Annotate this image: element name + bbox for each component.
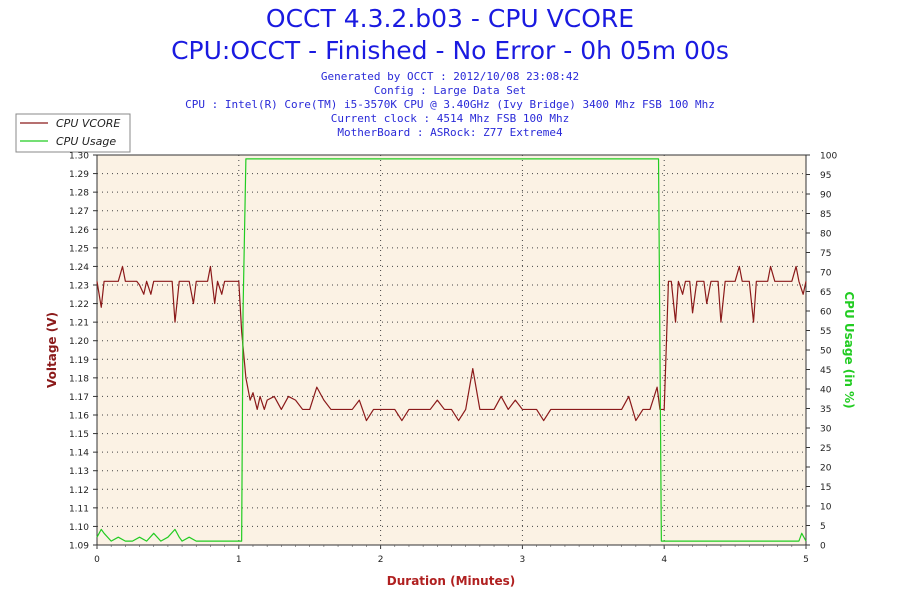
y2-tick-label: 45 [820,366,831,376]
info-generated: Generated by OCCT : 2012/10/08 23:08:42 [320,70,580,83]
y-tick-label: 1.24 [69,263,89,273]
x-axis-label: Duration (Minutes) [387,574,515,588]
y-tick-label: 1.14 [69,449,89,459]
y2-tick-label: 50 [820,347,832,357]
x-tick-label: 0 [94,555,100,565]
y2-tick-label: 60 [820,308,832,318]
y-tick-label: 1.25 [69,244,89,254]
x-tick-label: 1 [236,555,242,565]
y-tick-label: 1.20 [69,337,89,347]
plot-area [96,154,807,546]
y2-tick-label: 65 [820,288,831,298]
y2-tick-label: 15 [820,483,831,493]
y2-tick-label: 30 [820,425,832,435]
series-usage-line [96,158,807,542]
chart-title: OCCT 4.3.2.b03 - CPU VCORE [265,4,635,33]
y2-tick-label: 20 [820,464,832,474]
y-tick-label: 1.28 [69,189,89,199]
y-tick-label: 1.09 [69,542,89,552]
grid [97,155,806,545]
y-axis-label: Voltage (V) [45,312,59,388]
y2-axis-label: CPU Usage (in %) [842,291,856,408]
y-tick-label: 1.13 [69,467,89,477]
y-tick-label: 1.22 [69,300,89,310]
y-tick-label: 1.15 [69,430,89,440]
y-tick-label: 1.18 [69,374,89,384]
series-vcore-line [96,265,807,422]
info-config: Config : Large Data Set [373,84,527,97]
y2-tick-label: 5 [820,522,826,532]
legend-label-vcore: CPU VCORE [56,117,120,130]
x-tick-label: 2 [378,555,384,565]
legend-box [15,113,131,153]
info-clock: Current clock : 4514 Mhz FSB 100 Mhz [330,112,570,125]
y2-tick-label: 35 [820,405,831,415]
y-tick-label: 1.10 [69,523,89,533]
x-axis: 0 1 2 3 4 5 [94,545,809,565]
y-tick-label: 1.19 [69,356,89,366]
y2-tick-label: 95 [820,171,831,181]
y2-tick-label: 90 [820,191,832,201]
y-tick-label: 1.23 [69,282,89,292]
y2-tick-label: 75 [820,249,831,259]
x-tick-label: 3 [520,555,526,565]
legend-label-usage: CPU Usage [56,135,116,148]
y-tick-label: 1.29 [69,170,89,180]
x-tick-label: 5 [803,555,809,565]
info-cpu: CPU : Intel(R) Core(TM) i5-3570K CPU @ 3… [185,98,715,111]
y2-tick-label: 55 [820,327,831,337]
y2-tick-label: 85 [820,210,831,220]
y2-tick-label: 40 [820,386,832,396]
y2-tick-label: 25 [820,444,831,454]
y-tick-label: 1.30 [69,152,89,162]
y-tick-label: 1.26 [69,226,89,236]
y-axis-right: 0 5 10 15 20 25 30 35 40 45 50 55 60 65 70 75 80 85 90 95 10… [806,152,837,552]
x-tick-label: 4 [661,555,667,565]
y-tick-label: 1.17 [69,393,89,403]
y-tick-label: 1.21 [69,319,89,329]
y2-tick-label: 70 [820,269,832,279]
y2-tick-label: 0 [820,542,826,552]
y2-tick-label: 100 [820,152,837,162]
info-motherboard: MotherBoard : ASRock: Z77 Extreme4 [337,126,563,139]
y-tick-label: 1.16 [69,412,89,422]
y2-tick-label: 10 [820,503,832,513]
y-tick-label: 1.11 [69,504,89,514]
chart-subtitle: CPU:OCCT - Finished - No Error - 0h 05m … [171,36,729,65]
y-tick-label: 1.27 [69,207,89,217]
legend: CPU VCORE CPU Usage [15,113,131,153]
y-tick-label: 1.12 [69,486,89,496]
y-axis-left: 1.09 1.10 1.11 1.12 1.13 1.14 1.15 1.16 1.17 1.18… [69,152,97,552]
y2-tick-label: 80 [820,230,832,240]
series-layer [96,158,807,542]
